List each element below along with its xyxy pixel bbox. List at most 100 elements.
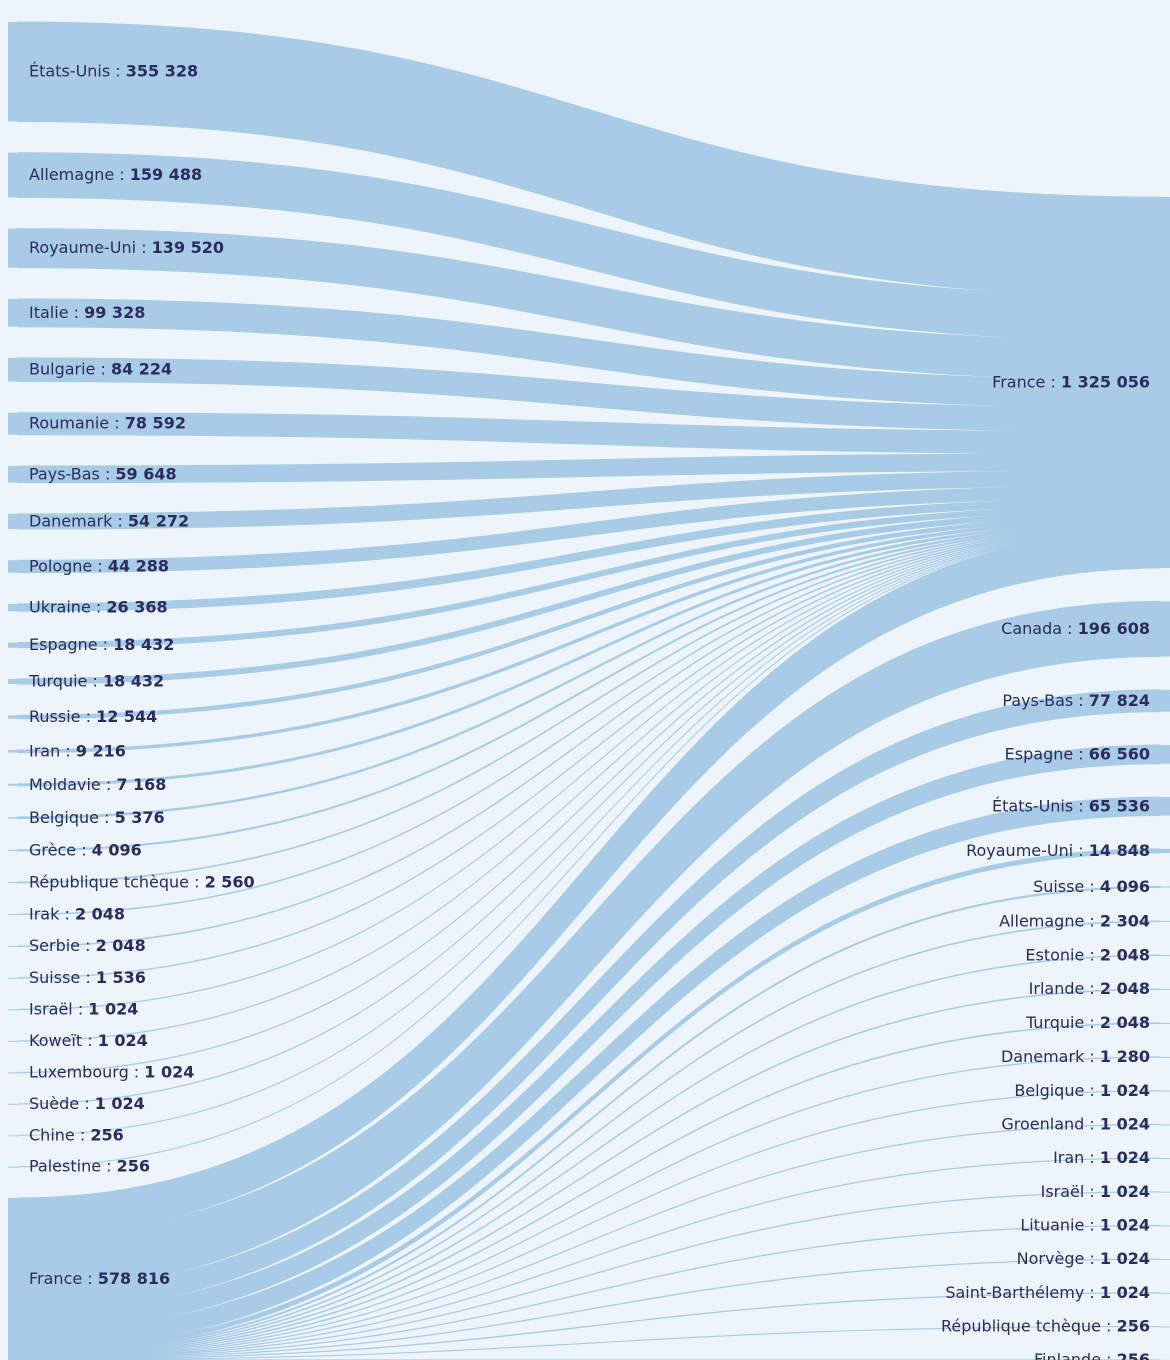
- node-name: Danemark: [1001, 1047, 1085, 1066]
- label-separator: :: [98, 635, 114, 654]
- node-label: Turquie : 2 048: [1025, 1013, 1150, 1032]
- node: [8, 642, 18, 648]
- node-name: Espagne: [29, 635, 98, 654]
- node-value: 2 560: [205, 872, 255, 891]
- node: [1160, 1090, 1170, 1092]
- label-separator: :: [1084, 1013, 1100, 1032]
- node: [1160, 689, 1170, 712]
- label-separator: :: [1084, 1249, 1100, 1268]
- label-separator: :: [100, 464, 116, 483]
- node-value: 1 024: [1100, 1282, 1150, 1301]
- node-label: Danemark : 1 280: [1001, 1047, 1150, 1066]
- node-label: France : 1 325 056: [992, 372, 1150, 391]
- node-value: 159 488: [130, 165, 202, 184]
- node-value: 9 216: [76, 741, 126, 760]
- node-label: Norvège : 1 024: [1017, 1249, 1150, 1268]
- node: [8, 678, 18, 685]
- node-label: Finlande : 256: [1034, 1349, 1150, 1360]
- node-value: 1 024: [98, 1030, 148, 1049]
- node-label: Irlande : 2 048: [1029, 979, 1150, 998]
- label-separator: :: [60, 741, 76, 760]
- node: [8, 228, 18, 268]
- node-name: Chine: [29, 1125, 75, 1144]
- node: [1160, 1056, 1170, 1058]
- node-value: 2 048: [1100, 979, 1150, 998]
- node: [8, 22, 18, 122]
- node: [8, 817, 18, 819]
- node-value: 1 024: [1100, 1215, 1150, 1234]
- label-separator: :: [73, 999, 89, 1018]
- node: [8, 412, 18, 435]
- node-label: Irak : 2 048: [29, 904, 125, 923]
- node-name: Turquie: [1025, 1013, 1084, 1032]
- node: [1160, 1259, 1170, 1261]
- label-separator: :: [136, 238, 152, 257]
- node-name: Royaume-Uni: [966, 840, 1073, 859]
- node: [1160, 745, 1170, 764]
- node: [1160, 1158, 1170, 1160]
- label-separator: :: [76, 840, 92, 859]
- node-value: 196 608: [1078, 618, 1150, 637]
- link: [17, 529, 1161, 1237]
- node-value: 2 048: [96, 936, 146, 955]
- node-value: 84 224: [111, 359, 172, 378]
- node-name: Belgique: [1014, 1080, 1084, 1099]
- node-value: 59 648: [115, 464, 176, 483]
- node-label: Suisse : 4 096: [1033, 876, 1150, 895]
- node-label: Palestine : 256: [29, 1156, 150, 1175]
- node: [8, 849, 18, 851]
- node-value: 1 024: [95, 1093, 145, 1112]
- node-label: Bulgarie : 84 224: [29, 359, 172, 378]
- label-separator: :: [1084, 1181, 1100, 1200]
- label-separator: :: [1084, 1282, 1100, 1301]
- node-name: République tchèque: [941, 1316, 1101, 1335]
- node-label: Espagne : 66 560: [1005, 744, 1150, 763]
- node-label: Pays-Bas : 59 648: [29, 464, 177, 483]
- node-label: Moldavie : 7 168: [29, 774, 166, 793]
- node: [8, 882, 18, 884]
- label-separator: :: [1073, 796, 1089, 815]
- node-value: 12 544: [96, 707, 157, 726]
- label-separator: :: [101, 774, 117, 793]
- label-separator: :: [1101, 1316, 1117, 1335]
- label-separator: :: [69, 302, 85, 321]
- node-name: Irlande: [1029, 979, 1085, 998]
- node-name: Groenland: [1001, 1114, 1084, 1133]
- label-separator: :: [82, 1030, 98, 1049]
- node-name: Ukraine: [29, 597, 91, 616]
- label-separator: :: [1073, 744, 1089, 763]
- node-name: Iran: [29, 741, 60, 760]
- node-value: 4 096: [1100, 876, 1150, 895]
- node-name: Estonie: [1025, 945, 1084, 964]
- label-separator: :: [99, 807, 115, 826]
- node-label: Ukraine : 26 368: [29, 597, 168, 616]
- node-name: Palestine: [29, 1156, 101, 1175]
- node: [1160, 988, 1170, 990]
- node-label: Israël : 1 024: [29, 999, 138, 1018]
- node-name: Lituanie: [1020, 1215, 1084, 1234]
- node-value: 7 168: [116, 774, 166, 793]
- node-value: 18 432: [103, 671, 164, 690]
- node-label: Koweït : 1 024: [29, 1030, 148, 1049]
- node-name: Israël: [29, 999, 73, 1018]
- label-separator: :: [82, 1268, 98, 1287]
- node-label: Pays-Bas : 77 824: [1002, 690, 1150, 709]
- node-label: États-Unis : 65 536: [992, 796, 1150, 815]
- node: [8, 1009, 18, 1011]
- label-separator: :: [87, 671, 103, 690]
- node-value: 99 328: [84, 302, 145, 321]
- node: [8, 513, 18, 530]
- node: [1160, 848, 1170, 853]
- node-label: République tchèque : 2 560: [29, 872, 255, 891]
- label-separator: :: [1084, 1047, 1100, 1066]
- label-separator: :: [1084, 1114, 1100, 1133]
- label-separator: :: [1084, 1148, 1100, 1167]
- node-name: Turquie: [28, 671, 87, 690]
- node: [8, 1103, 18, 1105]
- node: [8, 298, 18, 327]
- node-label: Royaume-Uni : 14 848: [966, 840, 1150, 859]
- node-value: 4 096: [92, 840, 142, 859]
- node: [8, 465, 18, 483]
- node-name: France: [29, 1268, 82, 1287]
- node-name: Iran: [1053, 1148, 1084, 1167]
